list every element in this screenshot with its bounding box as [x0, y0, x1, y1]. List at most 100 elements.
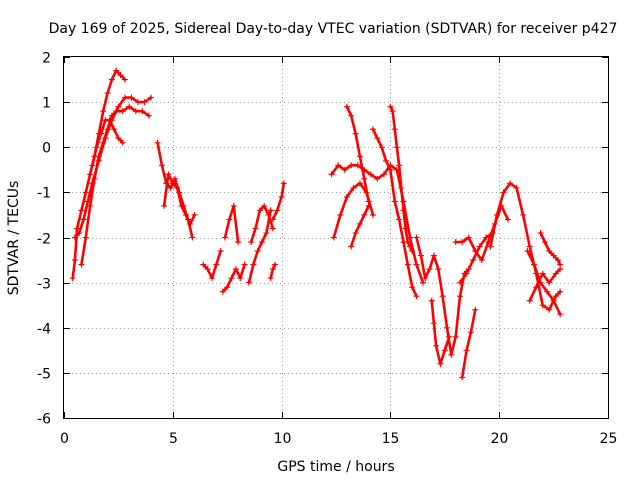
- data-point: [500, 189, 507, 196]
- data-point: [391, 126, 398, 133]
- x-tick-label: 25: [600, 431, 618, 447]
- data-point: [343, 103, 350, 110]
- data-point: [404, 261, 411, 268]
- data-point: [230, 202, 237, 209]
- data-point: [354, 162, 361, 169]
- data-point: [208, 275, 215, 282]
- plot-frame: [63, 56, 609, 419]
- data-point: [115, 135, 122, 142]
- data-point: [356, 220, 363, 227]
- data-series-arc-7: [200, 248, 224, 282]
- data-point: [369, 211, 376, 218]
- data-point: [380, 171, 387, 178]
- data-point: [404, 239, 411, 246]
- data-series-arc-9: [222, 202, 242, 246]
- data-point: [71, 234, 78, 241]
- data-point: [237, 275, 244, 282]
- x-axis-label: GPS time / hours: [277, 459, 394, 475]
- data-point: [531, 261, 538, 268]
- data-point: [219, 288, 226, 295]
- data-point: [174, 184, 181, 191]
- series-trace: [73, 96, 153, 239]
- data-point: [374, 175, 381, 182]
- data-point: [446, 333, 453, 340]
- data-point: [121, 76, 128, 83]
- data-point: [267, 275, 274, 282]
- data-point: [108, 76, 115, 83]
- data-point: [348, 162, 355, 169]
- data-point: [76, 229, 83, 236]
- data-point: [259, 239, 266, 246]
- data-point: [428, 297, 435, 304]
- data-point: [341, 166, 348, 173]
- data-series-arc-3: [78, 103, 152, 268]
- data-point: [119, 108, 126, 115]
- data-point: [182, 211, 189, 218]
- data-point: [267, 207, 274, 214]
- data-point: [546, 248, 553, 255]
- data-point: [400, 207, 407, 214]
- data-point: [95, 153, 102, 160]
- data-point: [413, 293, 420, 300]
- y-tick-label: 0: [42, 141, 51, 157]
- data-point: [263, 229, 270, 236]
- data-point: [69, 275, 76, 282]
- data-point: [87, 171, 94, 178]
- series-trace: [223, 204, 240, 244]
- data-point: [365, 202, 372, 209]
- data-series-arc-28: [526, 266, 564, 304]
- data-point: [465, 234, 472, 241]
- data-series-arc-15: [330, 180, 376, 241]
- data-point: [448, 351, 455, 358]
- series-trace: [249, 204, 275, 244]
- data-point: [452, 239, 459, 246]
- data-point: [241, 261, 248, 268]
- data-point: [126, 103, 133, 110]
- data-point: [406, 243, 413, 250]
- series-trace: [458, 231, 494, 284]
- data-point: [71, 257, 78, 264]
- data-point: [330, 234, 337, 241]
- data-point: [269, 225, 276, 232]
- data-point: [117, 72, 124, 79]
- series-trace: [162, 173, 196, 226]
- data-series-arc-4: [89, 117, 126, 169]
- data-point: [115, 103, 122, 110]
- data-point: [280, 180, 287, 187]
- data-point: [430, 320, 437, 327]
- x-tick-label: 15: [382, 431, 400, 447]
- data-point: [467, 329, 474, 336]
- series-trace: [156, 141, 194, 239]
- data-point: [189, 234, 196, 241]
- data-point: [178, 202, 185, 209]
- data-series-arc-22: [459, 306, 479, 381]
- data-point: [132, 108, 139, 115]
- data-point: [171, 175, 178, 182]
- y-tick-label: 1: [42, 96, 51, 112]
- data-point: [226, 216, 233, 223]
- y-axis: -6 -5 -4 -3 -2 -1 0 1 2: [37, 51, 608, 428]
- data-point: [361, 175, 368, 182]
- data-point: [91, 175, 98, 182]
- data-series-arc-18: [369, 126, 420, 300]
- data-series-arc-14: [328, 162, 427, 286]
- data-point: [217, 248, 224, 255]
- data-point: [87, 202, 94, 209]
- data-point: [119, 139, 126, 146]
- data-point: [350, 184, 357, 191]
- data-point: [369, 126, 376, 133]
- data-point: [204, 266, 211, 273]
- series-trace: [247, 209, 272, 284]
- data-series-arc-20: [413, 234, 472, 358]
- data-point: [557, 288, 564, 295]
- series-trace: [526, 249, 562, 316]
- data-point: [443, 324, 450, 331]
- data-point: [544, 288, 551, 295]
- data-point: [472, 306, 479, 313]
- data-point: [356, 180, 363, 187]
- data-point: [389, 108, 396, 115]
- data-series-arc-26: [524, 248, 564, 318]
- chart-title: Day 169 of 2025, Sidereal Day-to-day VTE…: [49, 21, 618, 37]
- data-point: [409, 248, 416, 255]
